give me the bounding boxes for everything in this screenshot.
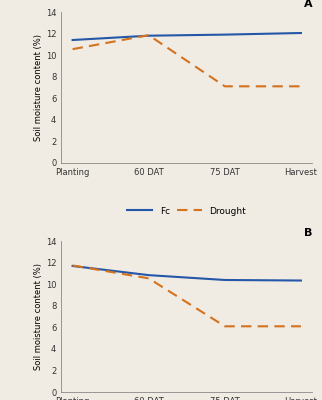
Legend: Fc, Drought: Fc, Drought	[127, 206, 246, 216]
Drought	[223, 324, 227, 329]
Fc	[71, 38, 74, 42]
Fc	[147, 33, 151, 38]
Drought	[223, 84, 227, 89]
Y-axis label: Soil moisture content (%): Soil moisture content (%)	[34, 263, 43, 370]
Drought	[71, 47, 74, 52]
Line: Fc: Fc	[72, 266, 301, 280]
Drought	[299, 324, 303, 329]
Drought	[71, 263, 74, 268]
Line: Fc: Fc	[72, 33, 301, 40]
Fc	[299, 278, 303, 283]
Fc	[223, 32, 227, 37]
Line: Drought: Drought	[72, 35, 301, 86]
Text: A: A	[304, 0, 312, 9]
Y-axis label: Soil moisture content (%): Soil moisture content (%)	[34, 34, 43, 141]
Fc	[71, 264, 74, 268]
Fc	[147, 273, 151, 278]
Text: B: B	[304, 228, 312, 238]
Drought	[147, 276, 151, 281]
Drought	[299, 84, 303, 89]
Line: Drought: Drought	[72, 266, 301, 326]
Fc	[299, 31, 303, 36]
Fc	[223, 278, 227, 282]
Drought	[147, 33, 151, 38]
